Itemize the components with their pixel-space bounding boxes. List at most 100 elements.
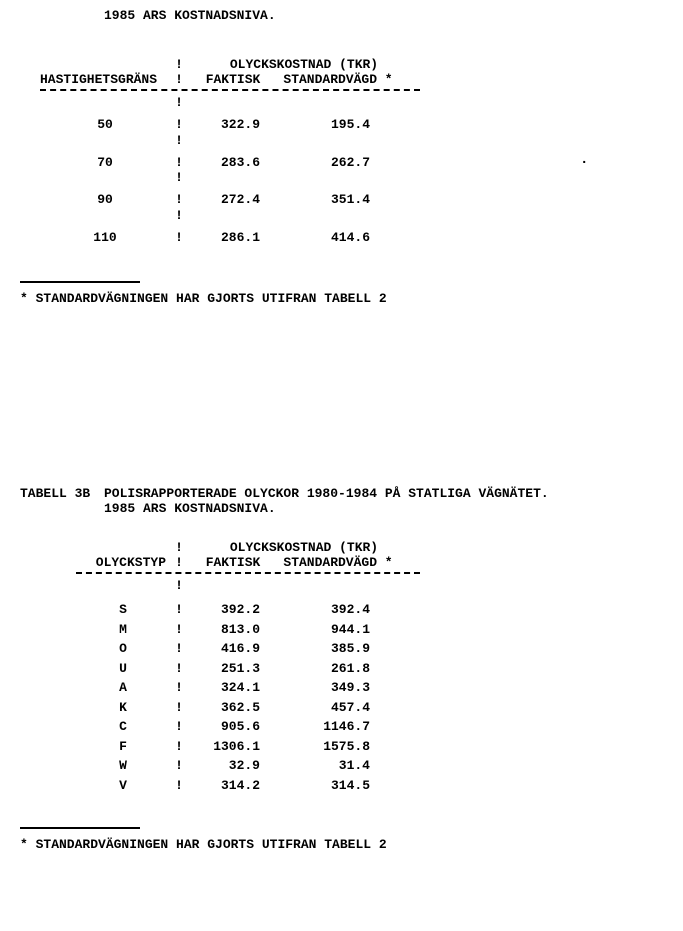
cell-std: 944.1: [278, 620, 398, 640]
table-row: F!1306.11575.8: [76, 737, 420, 757]
cell-key: W: [76, 756, 170, 776]
col-std-header: STANDARDVÄGD *: [278, 72, 398, 87]
column-separator: !: [170, 155, 188, 171]
table-row: 110!286.1414.6: [40, 230, 420, 246]
tabell-caption-line1: POLISRAPPORTERADE OLYCKOR 1980-1984 PÅ S…: [104, 486, 663, 501]
cell-faktisk: 251.3: [188, 659, 278, 679]
tabell-3b-caption: TABELL 3B POLISRAPPORTERADE OLYCKOR 1980…: [20, 486, 663, 516]
footnote-rule: [20, 281, 140, 283]
header-rule: [40, 89, 420, 91]
table-row: A!324.1349.3: [76, 678, 420, 698]
column-separator: !: [170, 192, 188, 208]
table-row: M!813.0944.1: [76, 620, 420, 640]
table-row: O!416.9385.9: [76, 639, 420, 659]
table-row: K!362.5457.4: [76, 698, 420, 718]
cell-key: V: [76, 776, 170, 796]
row-header: OLYCKSTYP: [76, 555, 170, 570]
cell-faktisk: 283.6: [188, 155, 278, 171]
column-separator: !: [170, 639, 188, 659]
page-subtitle: 1985 ARS KOSTNADSNIVA.: [104, 8, 663, 23]
cell-faktisk: 272.4: [188, 192, 278, 208]
column-separator: !: [170, 170, 188, 185]
column-separator: !: [170, 578, 188, 593]
cell-std: 392.4: [278, 600, 398, 620]
column-separator: !: [170, 117, 188, 133]
column-separator: !: [170, 555, 188, 570]
cell-faktisk: 286.1: [188, 230, 278, 246]
column-separator: !: [170, 717, 188, 737]
column-separator: !: [170, 600, 188, 620]
column-separator: !: [170, 208, 188, 223]
column-separator: !: [170, 776, 188, 796]
col-faktisk-header: FAKTISK: [188, 72, 278, 87]
header-rule: [76, 572, 420, 574]
cell-faktisk: 362.5: [188, 698, 278, 718]
cell-faktisk: 1306.1: [188, 737, 278, 757]
column-separator: !: [170, 678, 188, 698]
cell-faktisk: 322.9: [188, 117, 278, 133]
column-separator: !: [170, 620, 188, 640]
group-header: OLYCKSKOSTNAD (TKR): [188, 57, 420, 72]
cell-key: A: [76, 678, 170, 698]
cell-std: 457.4: [278, 698, 398, 718]
column-separator: !: [170, 698, 188, 718]
cell-std: 351.4: [278, 192, 398, 208]
table-hastighet: ! OLYCKSKOSTNAD (TKR) HASTIGHETSGRÄNS ! …: [40, 57, 420, 245]
cell-std: 261.8: [278, 659, 398, 679]
cell-std: 1146.7: [278, 717, 398, 737]
cell-faktisk: 392.2: [188, 600, 278, 620]
table-row: 50!322.9195.4: [40, 117, 420, 133]
cell-key: S: [76, 600, 170, 620]
footnote-text: * STANDARDVÄGNINGEN HAR GJORTS UTIFRAN T…: [20, 837, 663, 852]
group-header: OLYCKSKOSTNAD (TKR): [188, 540, 420, 555]
cell-std: 1575.8: [278, 737, 398, 757]
cell-key: C: [76, 717, 170, 737]
col-faktisk-header: FAKTISK: [188, 555, 278, 570]
cell-std: 195.4: [278, 117, 398, 133]
cell-key: 50: [40, 117, 170, 133]
cell-key: 110: [40, 230, 170, 246]
column-separator: !: [170, 72, 188, 87]
col-std-header: STANDARDVÄGD *: [278, 555, 398, 570]
cell-key: 70: [40, 155, 170, 171]
row-header: HASTIGHETSGRÄNS: [40, 72, 170, 87]
cell-std: 349.3: [278, 678, 398, 698]
table-row: 70!283.6262.7: [40, 155, 420, 171]
cell-std: 314.5: [278, 776, 398, 796]
table-olyckstyp: ! OLYCKSKOSTNAD (TKR) OLYCKSTYP ! FAKTIS…: [76, 540, 420, 795]
table-row: 90!272.4351.4: [40, 192, 420, 208]
table-row: U!251.3261.8: [76, 659, 420, 679]
cell-faktisk: 813.0: [188, 620, 278, 640]
cell-std: 385.9: [278, 639, 398, 659]
cell-std: 31.4: [278, 756, 398, 776]
cell-faktisk: 416.9: [188, 639, 278, 659]
table-row: W!32.931.4: [76, 756, 420, 776]
column-separator: !: [170, 95, 188, 110]
table-row: S!392.2392.4: [76, 600, 420, 620]
column-separator: !: [170, 756, 188, 776]
column-separator: !: [170, 659, 188, 679]
stray-dot: .: [580, 152, 588, 168]
footnote-rule: [20, 827, 140, 829]
cell-faktisk: 314.2: [188, 776, 278, 796]
cell-faktisk: 905.6: [188, 717, 278, 737]
column-separator: !: [170, 133, 188, 148]
footnote-text: * STANDARDVÄGNINGEN HAR GJORTS UTIFRAN T…: [20, 291, 663, 306]
table-row: V!314.2314.5: [76, 776, 420, 796]
table-row: C!905.61146.7: [76, 717, 420, 737]
cell-key: 90: [40, 192, 170, 208]
column-separator: !: [170, 737, 188, 757]
cell-std: 414.6: [278, 230, 398, 246]
tabell-caption-line2: 1985 ARS KOSTNADSNIVA.: [104, 501, 663, 516]
cell-key: M: [76, 620, 170, 640]
tabell-label: TABELL 3B: [20, 486, 104, 516]
cell-key: U: [76, 659, 170, 679]
column-separator: !: [170, 540, 188, 555]
column-separator: !: [170, 230, 188, 246]
cell-key: O: [76, 639, 170, 659]
column-separator: !: [170, 57, 188, 72]
cell-faktisk: 32.9: [188, 756, 278, 776]
cell-std: 262.7: [278, 155, 398, 171]
cell-faktisk: 324.1: [188, 678, 278, 698]
cell-key: K: [76, 698, 170, 718]
